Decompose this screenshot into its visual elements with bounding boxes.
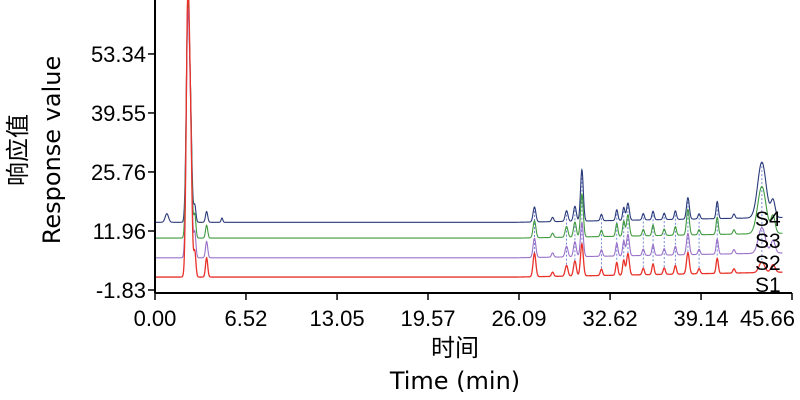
y-tick-label: 53.34 xyxy=(91,42,146,67)
x-tick-label: 0.00 xyxy=(134,306,177,331)
series-line-s3 xyxy=(155,0,783,239)
series-line-s2 xyxy=(155,8,783,259)
peak-connector-lines xyxy=(534,162,763,270)
series-line-s1 xyxy=(155,0,783,278)
y-tick-label: 39.55 xyxy=(91,101,146,126)
y-axis-title: Response value xyxy=(38,56,66,244)
y-tick-label: 25.76 xyxy=(91,160,146,185)
x-ticks: 0.00 6.52 13.05 19.57 26.09 32.62 39.14 45.66 xyxy=(134,293,795,331)
y-axis-title-cn: 响应值 xyxy=(4,114,32,186)
series-lines xyxy=(155,0,783,278)
series-name-s4: S4 xyxy=(755,208,781,231)
y-ticks: -1.83 11.96 25.76 39.55 53.34 xyxy=(91,42,155,303)
x-axis-title: Time (min) xyxy=(389,367,520,395)
series-name-s2: S2 xyxy=(755,252,781,275)
x-tick-label: 6.52 xyxy=(225,306,268,331)
x-tick-label: 13.05 xyxy=(310,306,365,331)
y-tick-label: -1.83 xyxy=(96,278,146,303)
series-line-s4 xyxy=(155,1,783,223)
x-tick-label: 32.62 xyxy=(583,306,638,331)
x-tick-label: 26.09 xyxy=(491,306,546,331)
x-tick-label: 45.66 xyxy=(740,306,795,331)
series-name-s3: S3 xyxy=(755,230,781,253)
series-name-s1: S1 xyxy=(755,274,781,297)
x-tick-label: 39.14 xyxy=(674,306,729,331)
x-axis-title-cn: 时间 xyxy=(431,334,479,362)
x-tick-label: 19.57 xyxy=(400,306,455,331)
y-tick-label: 11.96 xyxy=(93,219,146,244)
